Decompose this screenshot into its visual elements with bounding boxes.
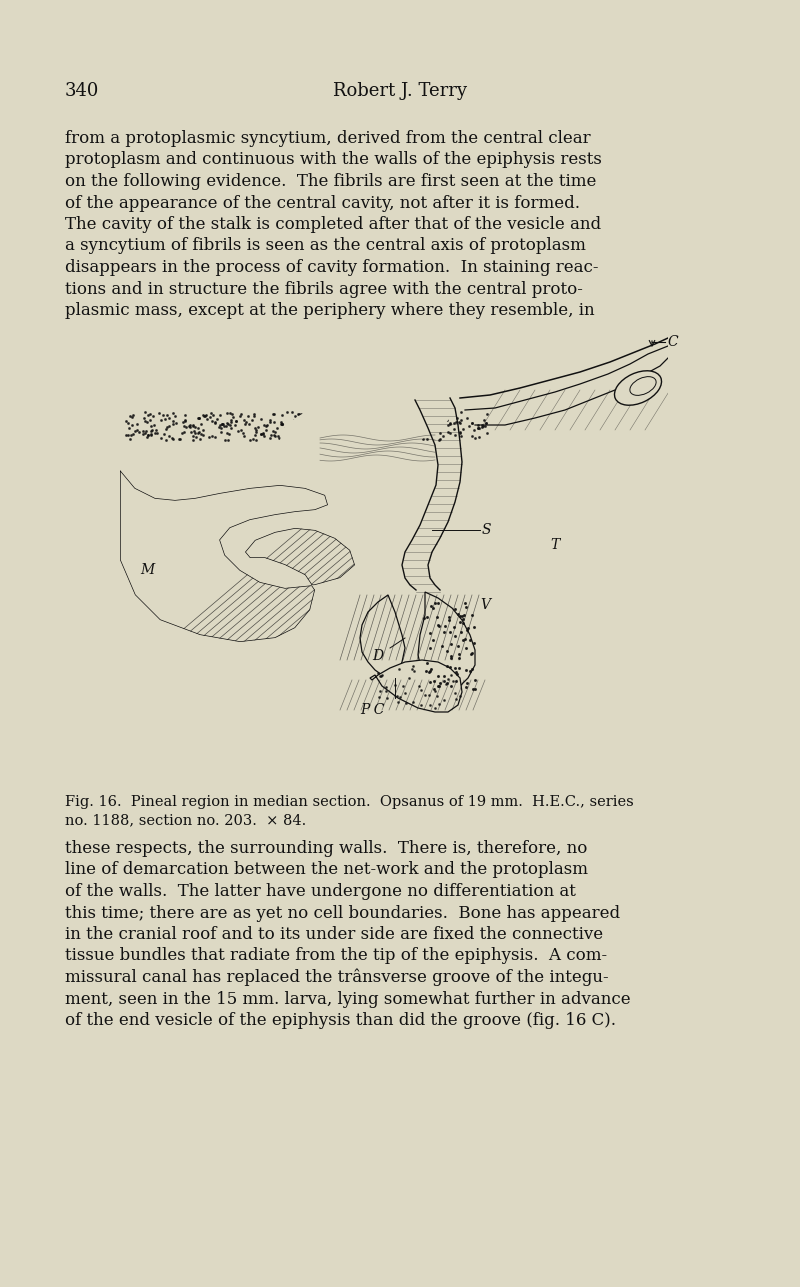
Text: 340: 340 — [65, 82, 99, 100]
Polygon shape — [280, 387, 450, 452]
Text: of the walls.  The latter have undergone no differentiation at: of the walls. The latter have undergone … — [65, 883, 576, 900]
Ellipse shape — [630, 377, 656, 395]
Text: no. 1188, section no. 203.  × 84.: no. 1188, section no. 203. × 84. — [65, 813, 306, 828]
Text: T: T — [550, 538, 559, 552]
Text: Robert J. Terry: Robert J. Terry — [333, 82, 467, 100]
Polygon shape — [418, 592, 475, 692]
Text: C: C — [667, 335, 678, 349]
Text: of the appearance of the central cavity, not after it is formed.: of the appearance of the central cavity,… — [65, 194, 580, 211]
Text: in the cranial roof and to its under side are fixed the connective: in the cranial roof and to its under sid… — [65, 927, 603, 943]
Text: protoplasm and continuous with the walls of the epiphysis rests: protoplasm and continuous with the walls… — [65, 152, 602, 169]
Text: The cavity of the stalk is completed after that of the vesicle and: The cavity of the stalk is completed aft… — [65, 216, 601, 233]
Text: V: V — [480, 598, 490, 613]
Polygon shape — [360, 595, 405, 676]
Text: of the end vesicle of the epiphysis than did the groove (fig. 16 C).: of the end vesicle of the epiphysis than… — [65, 1012, 616, 1030]
Text: from a protoplasmic syncytium, derived from the central clear: from a protoplasmic syncytium, derived f… — [65, 130, 590, 147]
Text: M: M — [140, 562, 154, 577]
Text: S: S — [482, 523, 491, 537]
Text: tissue bundles that radiate from the tip of the epiphysis.  A com-: tissue bundles that radiate from the tip… — [65, 947, 607, 964]
Text: D: D — [372, 649, 383, 663]
Text: a syncytium of fibrils is seen as the central axis of protoplasm: a syncytium of fibrils is seen as the ce… — [65, 238, 586, 255]
Text: tions and in structure the fibrils agree with the central proto-: tions and in structure the fibrils agree… — [65, 281, 583, 297]
Text: plasmic mass, except at the periphery where they resemble, in: plasmic mass, except at the periphery wh… — [65, 302, 594, 319]
Text: these respects, the surrounding walls.  There is, therefore, no: these respects, the surrounding walls. T… — [65, 840, 587, 857]
Text: P C: P C — [360, 703, 384, 717]
Text: this time; there are as yet no cell boundaries.  Bone has appeared: this time; there are as yet no cell boun… — [65, 905, 620, 921]
Text: line of demarcation between the net-work and the protoplasm: line of demarcation between the net-work… — [65, 861, 588, 879]
Text: Fig. 16.  Pineal region in median section.  Opsanus of 19 mm.  H.E.C., series: Fig. 16. Pineal region in median section… — [65, 795, 634, 810]
Polygon shape — [120, 418, 355, 642]
Polygon shape — [370, 660, 462, 712]
Text: ment, seen in the 15 mm. larva, lying somewhat further in advance: ment, seen in the 15 mm. larva, lying so… — [65, 991, 630, 1008]
Text: missural canal has replaced the trânsverse groove of the integu-: missural canal has replaced the trânsver… — [65, 969, 609, 987]
Text: disappears in the process of cavity formation.  In staining reac-: disappears in the process of cavity form… — [65, 259, 598, 275]
Text: on the following evidence.  The fibrils are first seen at the time: on the following evidence. The fibrils a… — [65, 172, 596, 190]
Ellipse shape — [614, 371, 662, 405]
